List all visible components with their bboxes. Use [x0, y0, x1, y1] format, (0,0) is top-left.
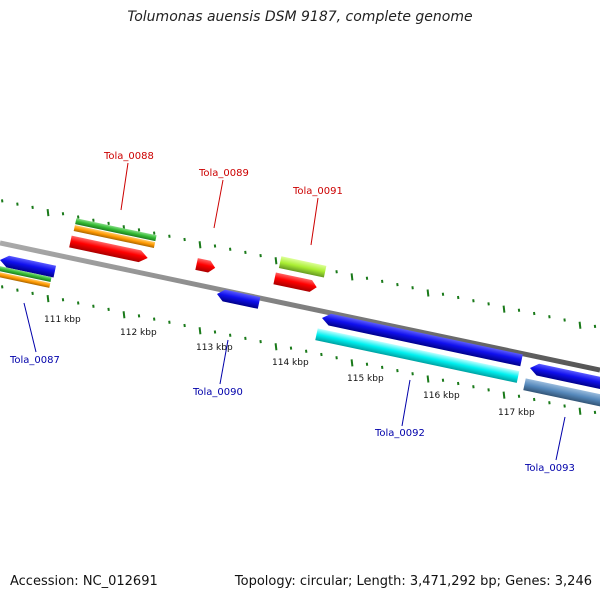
gene-label-tola-0091[interactable]: Tola_0091 — [292, 186, 343, 197]
gene-block-cyan-0092[interactable] — [315, 328, 520, 383]
genome-summary: Topology: circular; Length: 3,471,292 bp… — [234, 574, 592, 589]
gene-block-steel-0093[interactable] — [523, 378, 600, 408]
scale-tick — [350, 359, 354, 367]
gene-block-green-0088[interactable] — [75, 218, 157, 242]
gene-block-tola-0089[interactable] — [195, 258, 216, 274]
scale-label-114kbp: 114 kbp — [272, 358, 309, 368]
gene-label-tola-0092[interactable]: Tola_0092 — [374, 428, 425, 439]
scale-tick — [426, 375, 430, 383]
scale-label-113kbp: 113 kbp — [196, 343, 233, 353]
gene-leader-lines — [23, 162, 566, 461]
gene-block-orange-0088[interactable] — [73, 225, 156, 249]
scale-tick — [578, 321, 582, 329]
gene-block-orange-left[interactable] — [0, 271, 51, 288]
scale-label-117kbp: 117 kbp — [498, 408, 535, 418]
gene-block-tola-0088[interactable] — [69, 235, 149, 264]
gene-block-tola-0091[interactable] — [273, 272, 318, 293]
gene-label-tola-0088[interactable]: Tola_0088 — [103, 151, 154, 162]
scale-ticks-lower — [1, 285, 597, 415]
feature-tracks — [0, 218, 600, 408]
scale-tick — [274, 343, 278, 351]
scale-label-112kbp: 112 kbp — [120, 328, 157, 338]
genome-backbone — [0, 240, 600, 373]
scale-tick — [46, 294, 50, 303]
scale-tick — [198, 327, 202, 335]
scale-tick — [578, 407, 582, 415]
gene-block-tola-0090[interactable] — [216, 288, 261, 309]
gene-label-tola-0090[interactable]: Tola_0090 — [192, 387, 243, 398]
gene-labels: Tola_0087 Tola_0088 Tola_0089 Tola_0090 … — [9, 151, 575, 474]
gene-block-lime-0091[interactable] — [278, 256, 327, 278]
gene-block-tola-0087[interactable] — [0, 254, 57, 278]
map-title: Tolumonas auensis DSM 9187, complete gen… — [127, 9, 473, 25]
scale-label-111kbp: 111 kbp — [44, 315, 81, 325]
scale-tick — [426, 289, 430, 297]
gene-block-tola-0093[interactable] — [529, 362, 600, 391]
scale-labels: 111 kbp 112 kbp 113 kbp 114 kbp 115 kbp … — [44, 315, 535, 418]
scale-label-115kbp: 115 kbp — [347, 374, 384, 384]
gene-label-tola-0089[interactable]: Tola_0089 — [198, 168, 249, 179]
scale-tick — [122, 311, 126, 319]
scale-tick — [274, 257, 278, 265]
gene-label-tola-0093[interactable]: Tola_0093 — [524, 463, 575, 474]
scale-label-116kbp: 116 kbp — [423, 391, 460, 401]
scale-tick — [198, 241, 202, 249]
accession-label: Accession: NC_012691 — [10, 574, 158, 589]
gene-block-green-left[interactable] — [0, 265, 52, 282]
gene-block-tola-0092[interactable] — [321, 312, 523, 367]
scale-tick — [502, 305, 506, 313]
gene-label-tola-0087[interactable]: Tola_0087 — [9, 355, 60, 366]
scale-tick — [350, 273, 354, 281]
scale-tick — [46, 208, 50, 217]
scale-tick — [502, 391, 506, 399]
